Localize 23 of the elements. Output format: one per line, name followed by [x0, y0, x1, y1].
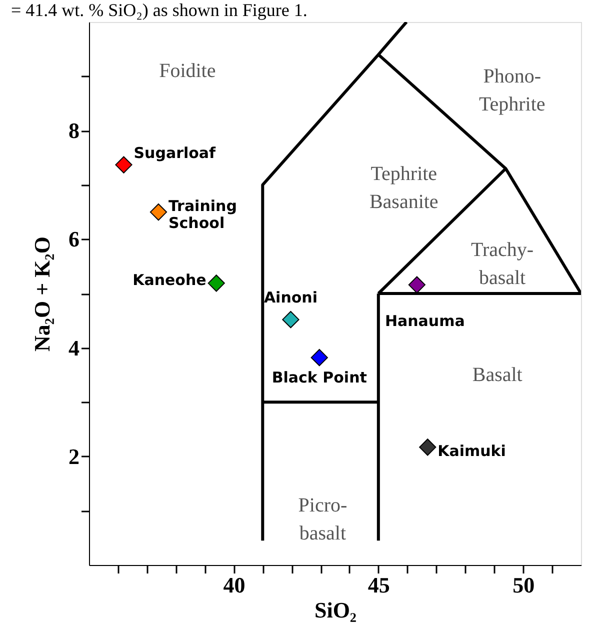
series-label: Kaimuki — [438, 442, 506, 460]
y-tick-label: 6 — [68, 226, 80, 252]
y-tick-label: 4 — [68, 335, 80, 360]
x-tick-label: 45 — [368, 572, 390, 598]
annotation: Foidite — [159, 60, 216, 82]
annotation: Basalt — [472, 364, 523, 386]
series-label: Ainoni — [264, 288, 318, 307]
series-label: Kaneohe — [132, 271, 206, 290]
annotation: Picro- basalt — [298, 494, 348, 544]
series-label: Hanauma — [384, 312, 465, 330]
annotation: Trachy- basalt — [470, 239, 534, 290]
x-tick-label: 40 — [223, 572, 246, 598]
text: = 41.4 wt. % SiO₂) as shown in Figure 1. — [11, 0, 308, 20]
series-label: Training School — [168, 197, 237, 232]
x-tick-label: 50 — [512, 572, 535, 598]
y-axis-title: Na₂O + K₂O — [30, 236, 54, 352]
series-label: Sugarloaf — [134, 144, 216, 162]
x-axis-title: SiO₂ — [314, 598, 357, 622]
annotation: Phono- Tephrite — [478, 65, 546, 116]
y-tick-label: 8 — [68, 118, 80, 144]
y-tick-label: 2 — [68, 444, 80, 469]
series-label: Black Point — [272, 368, 367, 387]
annotation: Tephrite Basanite — [369, 163, 438, 214]
